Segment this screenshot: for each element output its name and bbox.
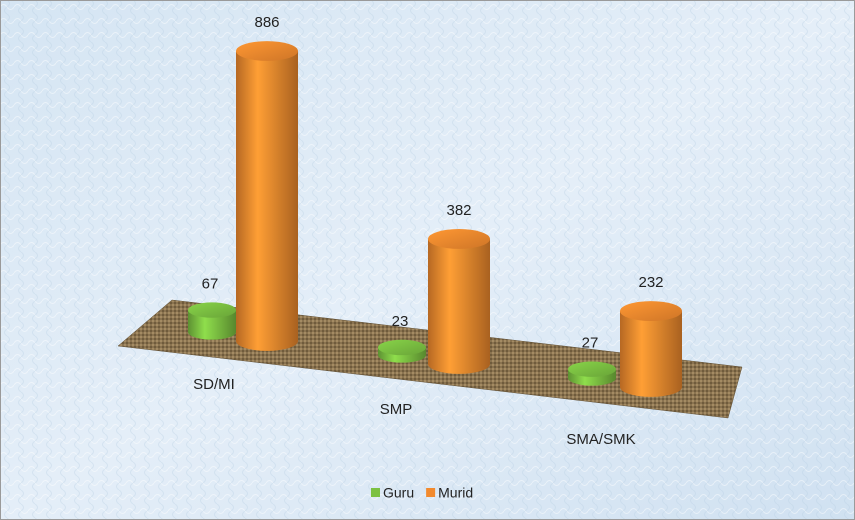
legend-swatch — [371, 488, 380, 497]
cylinder-top — [428, 229, 490, 249]
cylinder-top — [620, 301, 682, 321]
category-label: SMA/SMK — [566, 431, 635, 448]
legend-label: Murid — [438, 485, 473, 501]
category-label: SMP — [380, 401, 413, 418]
value-label: 886 — [254, 14, 279, 31]
value-label: 67 — [202, 275, 219, 292]
cylinder — [236, 51, 298, 351]
legend: Guru Murid — [371, 485, 473, 501]
cylinder — [620, 311, 682, 397]
cylinder-top — [188, 302, 236, 318]
value-label: 382 — [446, 202, 471, 219]
value-label: 232 — [638, 274, 663, 291]
legend-label: Guru — [383, 485, 414, 501]
value-label: 23 — [392, 313, 409, 330]
category-label: SD/MI — [193, 376, 235, 393]
plot: 67 886 23 382 27 232 SD/MI SMP SMA/SMK — [188, 14, 682, 448]
cylinder-top — [568, 361, 616, 377]
value-label: 27 — [582, 334, 599, 351]
cylinder — [428, 238, 490, 374]
cylinder — [188, 310, 237, 340]
cylinder-top — [378, 339, 426, 356]
legend-swatch — [426, 488, 436, 497]
cylinder-top — [236, 41, 298, 61]
